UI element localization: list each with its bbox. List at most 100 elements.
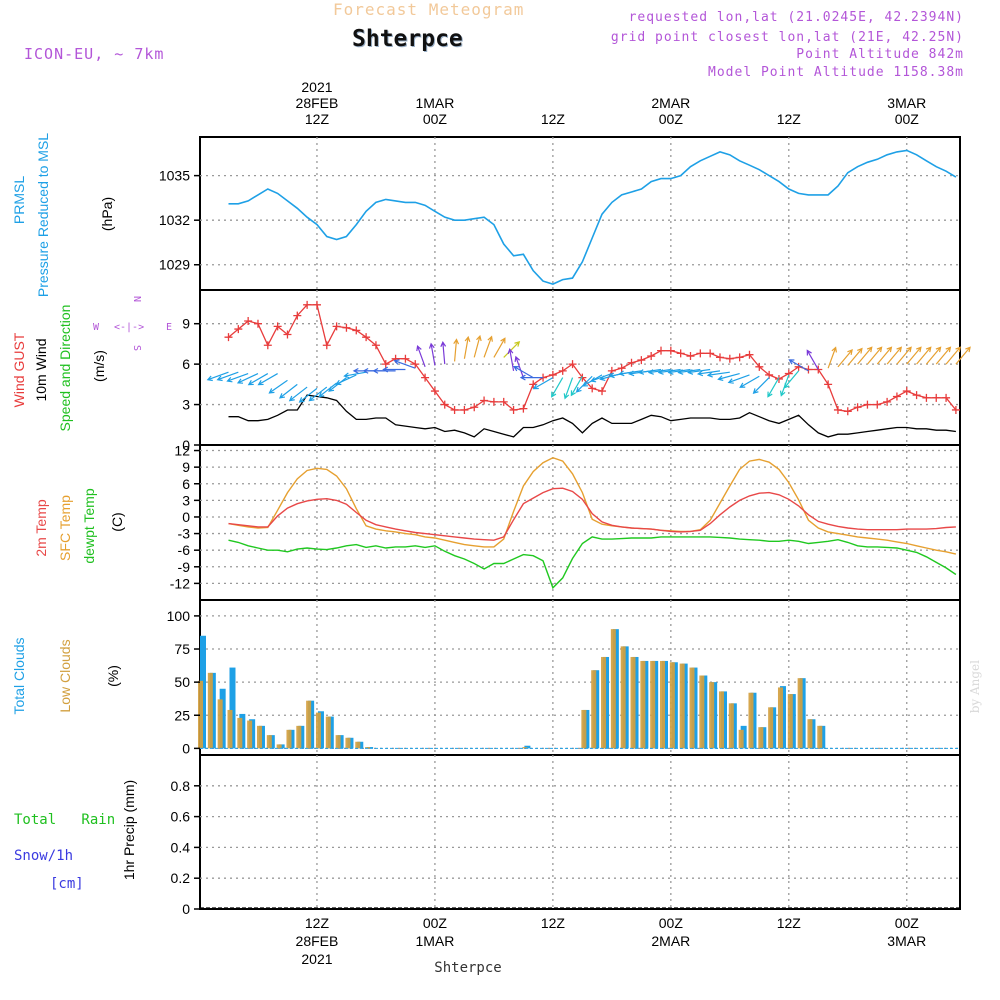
wind-arrow: [752, 377, 770, 395]
gust-marker: [489, 397, 498, 406]
y-tick-label: 25: [174, 707, 190, 723]
low-cloud-bar: [306, 700, 312, 749]
wind-arrow: [687, 368, 711, 375]
wind-arrow: [906, 346, 922, 365]
gust-marker: [873, 400, 882, 409]
low-cloud-bar: [581, 709, 587, 749]
low-cloud-bar: [630, 656, 636, 749]
top-time-label: 2021: [301, 79, 332, 95]
low-cloud-bar: [660, 660, 666, 749]
y-tick-label: 0.4: [171, 839, 191, 855]
wind-arrow: [847, 347, 863, 366]
low-cloud-bar: [738, 729, 744, 749]
wind-arrow: [216, 371, 239, 382]
low-cloud-bar: [256, 725, 262, 749]
bottom-time-label: 2021: [301, 951, 332, 967]
low-cloud-bar: [817, 725, 823, 749]
bottom-time-label: 00Z: [895, 915, 920, 931]
low-cloud-bar: [787, 694, 793, 749]
gust-marker: [735, 353, 744, 362]
y-tick-label: 9: [182, 459, 190, 475]
low-cloud-bar: [286, 729, 292, 749]
gust-marker: [273, 322, 282, 331]
low-cloud-bar: [718, 691, 724, 749]
gust-marker: [293, 311, 302, 320]
gust-marker: [647, 352, 656, 361]
low-cloud-bar: [247, 720, 253, 749]
low-cloud-bar: [217, 699, 223, 749]
wind-arrow: [886, 346, 903, 365]
temp-sfc-label: SFC Temp: [57, 495, 73, 561]
low-cloud-bar: [640, 660, 646, 749]
grid-lines: [200, 137, 960, 909]
wind-arrow: [382, 366, 406, 373]
gust-marker: [883, 397, 892, 406]
snow-unit: [cm]: [50, 876, 84, 892]
low-cloud-bar: [601, 656, 607, 749]
low-cloud-bar: [650, 660, 656, 749]
footer-station: Shterpce: [434, 960, 501, 976]
total-cloud-bar: [229, 667, 236, 749]
top-time-label: 00Z: [895, 111, 920, 127]
wind-arrow: [925, 346, 942, 365]
temp2m-line: [228, 487, 956, 541]
low-cloud-bar: [325, 716, 331, 749]
low-cloud-bar: [728, 703, 734, 749]
wind-arrow: [570, 375, 583, 397]
chart-subtitle: Forecast Meteogram: [333, 0, 525, 19]
wind-arrow: [226, 373, 249, 383]
gust-marker: [755, 362, 764, 371]
low-cloud-bar: [591, 670, 597, 749]
low-cloud-bar: [669, 662, 675, 749]
wind-arrow: [519, 374, 544, 381]
gust-marker: [853, 403, 862, 412]
gust-marker: [440, 400, 449, 409]
y-tick-label: 1032: [159, 212, 190, 228]
gust-marker: [460, 405, 469, 414]
low-cloud-bar: [768, 707, 774, 749]
y-tick-label: -12: [170, 575, 190, 591]
sfc-temp-line: [228, 456, 957, 555]
gust-marker: [470, 403, 479, 412]
gust-marker: [863, 400, 872, 409]
wind-arrow: [935, 346, 952, 365]
y-tick-label: 6: [182, 356, 190, 372]
gust-marker: [637, 356, 646, 365]
wind-arrow: [372, 367, 396, 374]
wind-arrow: [532, 377, 554, 390]
wind-arrow: [236, 373, 259, 384]
gust-marker: [676, 349, 685, 358]
wind-arrow: [335, 374, 357, 386]
axis-labels: 1029103210350369-12-9-6-3036912025507510…: [159, 79, 926, 967]
y-tick-label: 6: [182, 476, 190, 492]
gust-marker: [303, 300, 312, 309]
total-clouds-label: Total Clouds: [11, 637, 27, 714]
temp-unit: (C): [109, 512, 125, 531]
gust-marker: [558, 366, 567, 375]
top-time-label: 1MAR: [415, 95, 454, 111]
wind-arrow: [247, 373, 269, 386]
y-tick-label: 0.6: [171, 809, 191, 825]
gust-marker: [745, 350, 754, 359]
prmsl-label: PRMSL: [11, 176, 27, 224]
gust-marker: [706, 349, 715, 358]
wind-arrow: [514, 355, 524, 378]
gust-marker: [686, 352, 695, 361]
gust-marker: [657, 346, 666, 355]
wind-arrow: [206, 371, 229, 382]
y-tick-label: 12: [174, 443, 190, 459]
bottom-time-label: 2MAR: [651, 933, 690, 949]
y-tick-label: 0: [182, 901, 190, 917]
panel-frames: [199, 136, 961, 910]
wind-10m-label: 10m Wind: [33, 338, 49, 401]
panel-frame-wind: [199, 289, 961, 446]
low-cloud-bar: [689, 667, 695, 749]
total-rain-label: Total Rain: [14, 812, 115, 828]
top-time-label: 00Z: [423, 111, 448, 127]
y-tick-label: 1035: [159, 168, 190, 184]
compass-north: N: [131, 296, 142, 302]
gust-marker: [450, 405, 459, 414]
wind-arrow: [278, 383, 298, 399]
low-clouds-label: Low Clouds: [57, 639, 73, 712]
